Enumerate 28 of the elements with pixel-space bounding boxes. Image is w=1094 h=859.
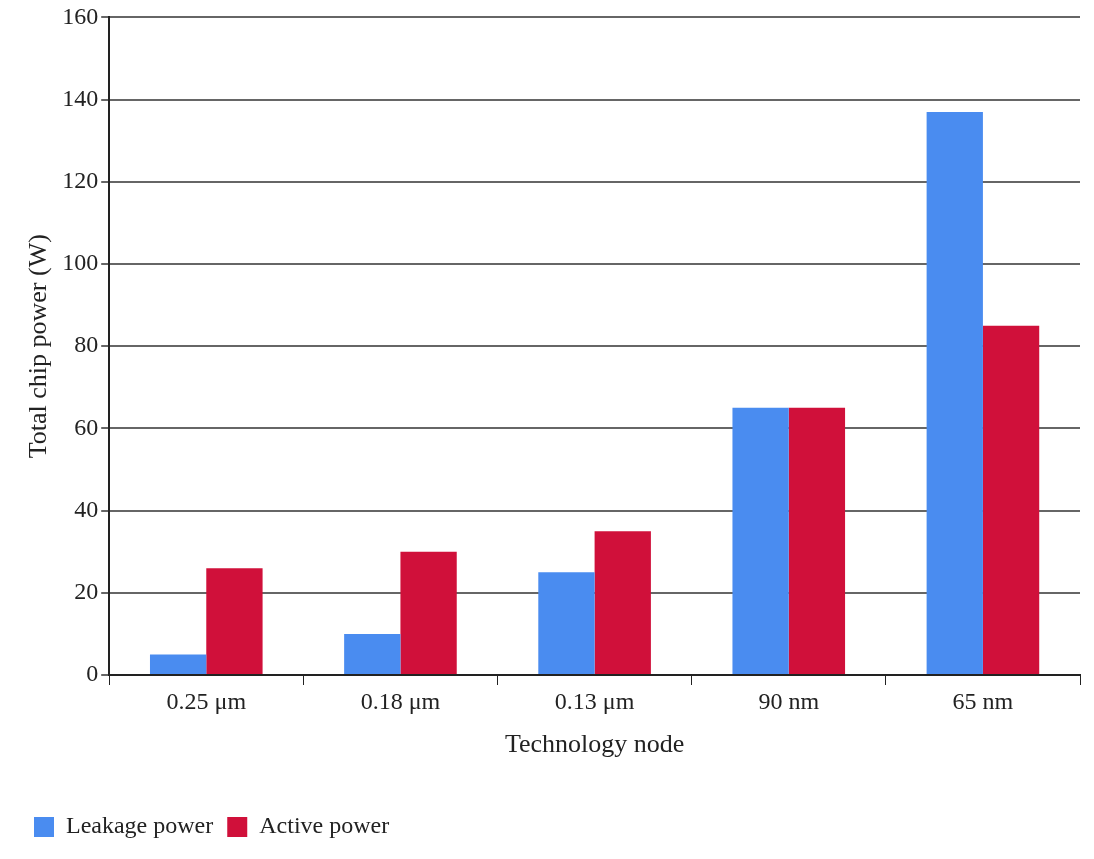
x-tick-label: 0.25 μm xyxy=(166,687,247,714)
y-axis-title: Total chip power (W) xyxy=(23,234,53,459)
y-tick-label: 0 xyxy=(86,660,99,687)
x-tick-label: 90 nm xyxy=(758,687,820,714)
bar xyxy=(594,531,651,674)
y-tick-label: 160 xyxy=(62,2,99,29)
y-tick-label: 40 xyxy=(74,495,99,522)
legend-label: Active power xyxy=(259,812,390,839)
y-tick-label: 20 xyxy=(74,578,99,605)
bar xyxy=(788,407,846,674)
x-axis-title: Technology node xyxy=(504,729,685,759)
x-tick-label: 0.18 μm xyxy=(360,687,441,714)
y-tick-label: 140 xyxy=(62,84,99,111)
y-tick-label: 120 xyxy=(62,167,99,194)
y-tick-label: 100 xyxy=(62,249,99,276)
bar xyxy=(149,654,207,674)
bar xyxy=(344,633,401,674)
y-tick-label: 80 xyxy=(74,331,99,358)
bar xyxy=(538,572,595,674)
bar xyxy=(926,111,983,674)
legend-label: Leakage power xyxy=(66,812,214,839)
y-tick-label: 60 xyxy=(74,413,99,440)
bar xyxy=(982,325,1040,674)
bar xyxy=(206,568,263,674)
bar xyxy=(732,407,789,674)
bar xyxy=(400,551,457,674)
x-tick-label: 65 nm xyxy=(952,687,1014,714)
x-tick-label: 0.13 μm xyxy=(554,687,635,714)
